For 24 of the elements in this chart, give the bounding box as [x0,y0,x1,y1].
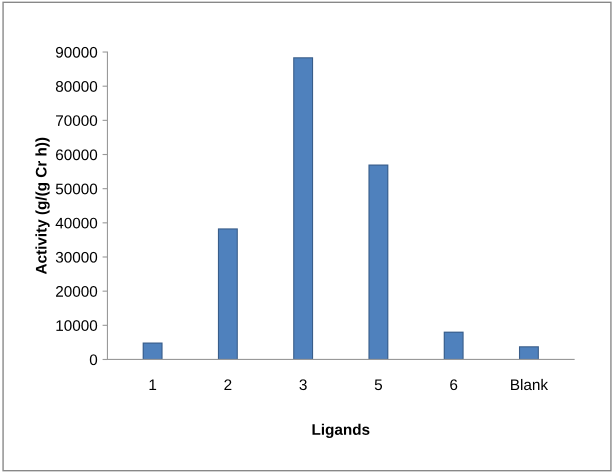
bar [218,228,238,360]
x-tick-label: 5 [374,379,382,390]
bar [142,342,163,360]
y-tick-label: 80000 [56,81,98,92]
bar [518,346,539,360]
y-tick-label: 10000 [56,320,98,332]
x-tick-label: 1 [150,379,156,390]
x-axis-title: Ligands [312,424,370,438]
bar [293,57,314,360]
y-tick-label: 40000 [56,218,98,229]
y-tick-label: 90000 [56,46,98,58]
y-tick-label: 70000 [56,115,98,126]
y-axis-title: Activity (g/(g Cr h)) [35,138,50,274]
bar [368,164,388,360]
bar [444,332,464,360]
x-tick-label: Blank [511,378,548,390]
x-tick-label: 3 [299,379,307,390]
y-tick-label: 60000 [56,149,98,160]
y-tick-label: 0 [90,354,98,366]
x-tick-label: 2 [224,379,232,390]
y-tick-label: 50000 [56,184,98,194]
y-tick-label: 30000 [56,252,98,263]
x-tick-label: 6 [450,379,458,390]
y-tick-label: 20000 [56,286,98,297]
